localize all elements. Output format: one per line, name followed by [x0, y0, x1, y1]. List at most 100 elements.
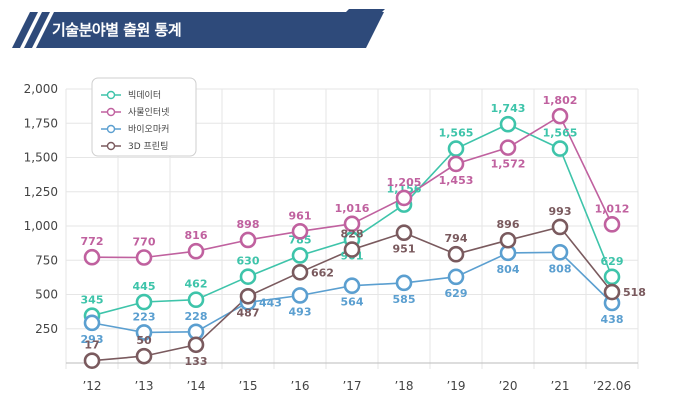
data-point [551, 218, 569, 236]
data-label: 629 [445, 287, 468, 300]
data-point [603, 216, 621, 233]
data-label: 1,156 [387, 183, 422, 196]
x-tick-label: ’21 [550, 379, 569, 393]
legend-label: 빅데이터 [128, 90, 161, 101]
data-point [447, 155, 465, 173]
data-point [187, 291, 205, 309]
data-label: 630 [237, 255, 260, 268]
y-tick-label: 1,500 [24, 151, 58, 165]
data-point [83, 248, 101, 266]
data-point [343, 215, 361, 233]
x-tick-label: ’17 [342, 379, 361, 393]
legend-box [91, 77, 197, 157]
legend-label: 3D 프린팅 [128, 141, 168, 152]
data-point [447, 140, 465, 157]
data-point [83, 352, 101, 369]
data-label: 462 [185, 278, 208, 291]
data-point [135, 347, 153, 365]
data-point [291, 223, 309, 240]
data-point [603, 268, 621, 286]
data-label: 518 [623, 286, 646, 299]
data-label: 1,565 [543, 127, 578, 140]
data-label: 17 [84, 339, 99, 352]
banner-stripe-mid [24, 12, 50, 48]
data-label: 629 [601, 255, 624, 268]
data-label: 1,802 [543, 94, 578, 107]
data-label: 1,453 [439, 174, 474, 187]
data-label: 898 [237, 218, 260, 231]
data-label: 487 [237, 306, 260, 319]
data-label: 770 [133, 236, 156, 249]
page-title: 기술분야별 출원 통계 [52, 21, 182, 39]
data-label: 1,743 [491, 102, 526, 115]
data-label: 1,205 [387, 176, 422, 189]
data-label: 662 [311, 266, 334, 279]
y-tick-label: 500 [35, 288, 58, 302]
data-label: 133 [185, 355, 208, 368]
data-point [447, 268, 465, 286]
legend-label: 바이오마커 [128, 124, 169, 135]
y-tick-label: 2,000 [24, 82, 58, 96]
data-label: 228 [185, 310, 208, 323]
data-point [395, 274, 413, 292]
data-point [239, 287, 257, 305]
y-tick-label: 250 [35, 322, 58, 336]
data-point [499, 139, 517, 156]
data-point [187, 336, 205, 354]
data-point [551, 140, 569, 157]
data-point [551, 107, 569, 125]
data-label: 438 [601, 313, 624, 326]
data-label: 445 [133, 280, 156, 293]
y-tick-label: 1,000 [24, 219, 58, 233]
data-point [343, 241, 361, 258]
data-label: 1,016 [335, 202, 370, 215]
data-point [551, 244, 569, 261]
data-label: 828 [341, 228, 364, 241]
data-point [239, 268, 257, 285]
data-point [83, 314, 101, 332]
data-label: 50 [136, 334, 152, 347]
data-label: 804 [497, 263, 520, 276]
banner-bar [36, 12, 384, 48]
data-point [603, 283, 621, 301]
x-tick-label: ’14 [186, 379, 205, 393]
y-tick-label: 750 [35, 253, 58, 267]
x-tick-label: ’22.06 [593, 379, 631, 393]
data-point [187, 242, 205, 260]
data-label: 961 [289, 209, 312, 222]
data-label: 1,012 [595, 202, 630, 215]
data-point [395, 189, 413, 207]
data-point [135, 324, 153, 341]
data-label: 585 [393, 293, 416, 306]
header-banner [12, 9, 385, 48]
data-label: 951 [393, 243, 416, 256]
data-label: 993 [549, 205, 572, 218]
x-tick-label: ’20 [498, 379, 517, 393]
data-point [291, 287, 309, 304]
data-label: 345 [81, 294, 104, 307]
y-tick-label: 1,250 [24, 185, 58, 199]
data-label: 493 [289, 305, 312, 318]
gridlines [65, 88, 639, 369]
x-axis: ’12 ’13 ’14 ’15 ’16 ’17 ’18 ’19 ’20 ’21 ’22.06 [66, 362, 638, 393]
x-tick-label: ’15 [238, 379, 257, 393]
x-tick-label: ’13 [134, 379, 153, 393]
data-point [499, 115, 517, 133]
data-label: 808 [549, 262, 572, 275]
legend-swatch-marker [106, 141, 116, 151]
data-point [239, 231, 257, 249]
legend-swatch-marker [106, 107, 116, 117]
data-point [447, 245, 465, 263]
data-point [135, 293, 153, 311]
data-label: 1,565 [439, 127, 474, 140]
y-axis: 250 500 750 1,000 1,250 1,500 1,750 2,000 [24, 82, 58, 336]
legend-swatch-marker [106, 90, 116, 100]
data-label: 223 [133, 310, 156, 323]
x-tick-label: ’18 [394, 379, 413, 393]
data-label: 794 [445, 232, 468, 245]
x-tick-label: ’19 [446, 379, 465, 393]
data-label: 896 [497, 218, 520, 231]
data-point [395, 224, 413, 242]
series-layer: 3454454626307859011,1561,5651,7431,56562… [81, 94, 646, 369]
